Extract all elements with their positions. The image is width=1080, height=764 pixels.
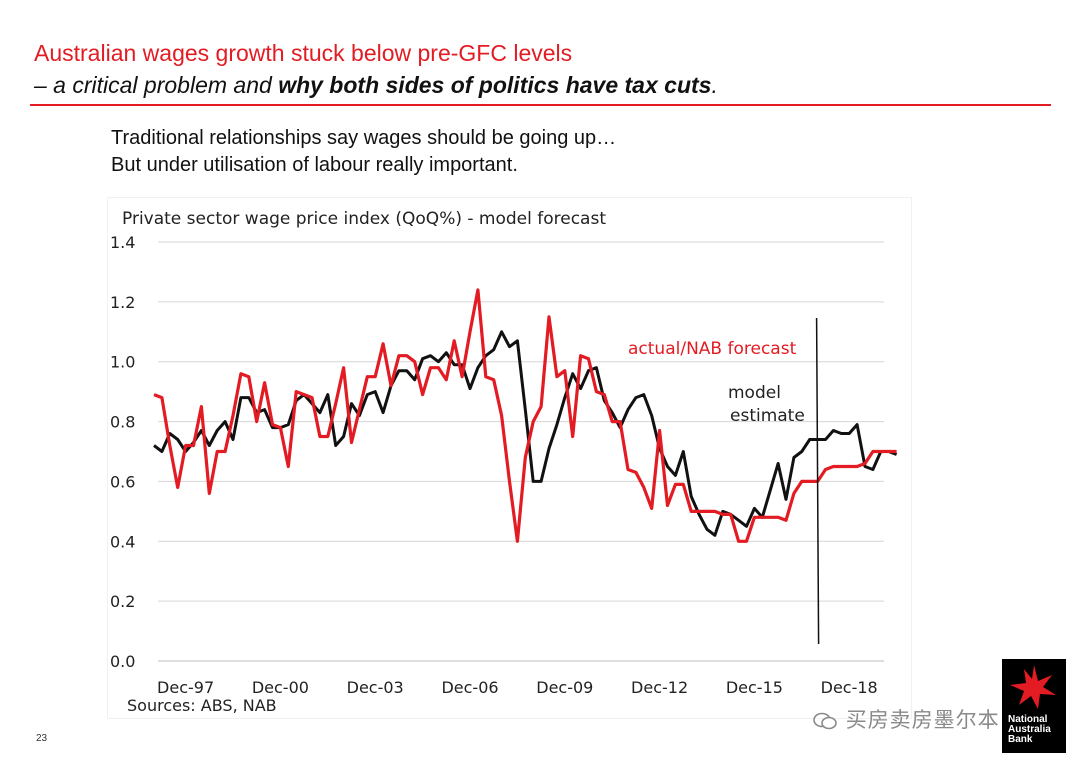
annotation-model: model xyxy=(728,383,781,403)
series-line-actual xyxy=(153,288,897,543)
series-line-model xyxy=(153,330,898,537)
x-tick-label: Dec-00 xyxy=(252,678,309,697)
subtitle-suffix: . xyxy=(711,72,718,98)
y-tick-label: 0.0 xyxy=(110,652,135,671)
subtitle-bold: why both sides of politics have tax cuts xyxy=(278,72,712,98)
y-tick-label: 1.4 xyxy=(110,233,135,252)
x-tick-label: Dec-18 xyxy=(821,678,878,697)
annotation-estimate: estimate xyxy=(730,406,805,426)
y-tick-label: 0.8 xyxy=(110,413,135,432)
series-layer xyxy=(153,288,898,543)
slide-subtitle: – a critical problem and why both sides … xyxy=(34,72,718,99)
y-tick-label: 1.2 xyxy=(110,293,135,312)
title-divider xyxy=(30,104,1051,106)
x-tick-label: Dec-03 xyxy=(347,678,404,697)
x-tick-label: Dec-97 xyxy=(157,678,214,697)
x-tick-label: Dec-12 xyxy=(631,678,688,697)
x-axis-ticks: Dec-97 Dec-00 Dec-03 Dec-06 Dec-09 Dec-12 Dec-… xyxy=(157,678,878,697)
wechat-icon xyxy=(813,712,837,730)
star-icon xyxy=(1010,665,1056,709)
y-tick-label: 0.2 xyxy=(110,592,135,611)
y-axis-ticks: 1.4 1.2 1.0 0.8 0.6 0.4 0.2 0.0 xyxy=(110,233,135,671)
forecast-divider-line xyxy=(815,317,820,645)
logo-text: National Australia Bank xyxy=(1008,714,1051,745)
y-tick-label: 1.0 xyxy=(110,353,135,372)
y-tick-label: 0.4 xyxy=(110,532,135,551)
page-number: 23 xyxy=(36,733,48,744)
wage-chart: Private sector wage price index (QoQ%) -… xyxy=(110,209,898,715)
watermark: 买房卖房墨尔本 xyxy=(812,704,1000,734)
x-tick-label: Dec-06 xyxy=(441,678,498,697)
watermark-text: 买房卖房墨尔本 xyxy=(845,708,1000,732)
x-tick-label: Dec-09 xyxy=(536,678,593,697)
chart-panel: Private sector wage price index (QoQ%) -… xyxy=(108,198,911,718)
y-tick-label: 0.6 xyxy=(110,472,135,491)
body-line-2: But under utilisation of labour really i… xyxy=(111,154,518,176)
slide-title: Australian wages growth stuck below pre-… xyxy=(34,40,573,66)
x-tick-label: Dec-15 xyxy=(726,678,783,697)
chart-source: Sources: ABS, NAB xyxy=(127,696,277,715)
subtitle-prefix: – a critical problem and xyxy=(34,72,279,98)
chart-title: Private sector wage price index (QoQ%) -… xyxy=(122,209,606,229)
nab-logo: National Australia Bank xyxy=(1002,659,1066,753)
body-line-1: Traditional relationships say wages shou… xyxy=(111,127,617,149)
annotation-actual: actual/NAB forecast xyxy=(628,339,797,359)
grid-layer xyxy=(158,241,884,662)
